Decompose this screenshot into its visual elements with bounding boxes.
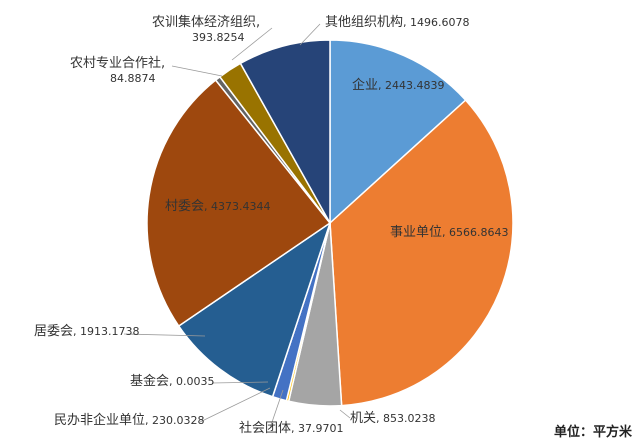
- leader-line-9: [171, 65, 223, 77]
- slice-label-value: , 6566.8643: [442, 226, 508, 239]
- slice-label-name: 事业单位: [390, 225, 442, 240]
- pie-slice-7: [177, 221, 332, 398]
- leader-line-3: [339, 409, 351, 419]
- leader-line-5: [199, 387, 271, 423]
- pie-slice-11: [239, 39, 331, 226]
- slice-label-value: , 853.0238: [376, 412, 435, 425]
- pie-slice-8: [146, 79, 332, 328]
- slice-label-name: 民办非企业单位: [54, 412, 145, 428]
- slice-label-5: 民办非企业单位, 230.0328: [54, 412, 205, 428]
- slice-label-2: 事业单位, 6566.8643: [390, 225, 509, 240]
- pie-slice-1: [329, 39, 467, 225]
- slice-label-name: 基金会: [130, 373, 169, 389]
- slice-label-8: 村委会, 4373.4344: [165, 199, 271, 214]
- slice-label-value: , 2443.4839: [378, 79, 444, 92]
- slice-label-value: 393.8254: [192, 31, 245, 44]
- leader-lines: [123, 23, 351, 429]
- slice-label-value: , 1496.6078: [403, 16, 469, 29]
- leader-line-7: [123, 333, 206, 337]
- pie-slices: [146, 39, 514, 407]
- leader-line-11: [299, 23, 321, 46]
- unit-label: 单位：平方米: [554, 424, 633, 440]
- slice-label-value: , 1913.1738: [73, 325, 139, 338]
- slice-label-value: , 0.0035: [169, 375, 214, 388]
- leader-line-6: [211, 381, 269, 384]
- slice-label-6: 基金会, 0.0035: [130, 373, 215, 389]
- slice-label-name: 企业: [352, 77, 378, 93]
- slice-label-value: 84.8874: [110, 72, 156, 85]
- leader-line-10: [231, 27, 273, 61]
- slice-label-name: 农村专业合作社,: [70, 55, 165, 71]
- slice-label-value: , 230.0328: [145, 414, 204, 427]
- slice-label-name: 社会团体: [239, 420, 291, 436]
- slice-label-11: 其他组织机构, 1496.6078: [325, 15, 470, 30]
- slice-label-1: 企业, 2443.4839: [352, 77, 445, 93]
- slice-labels: 企业, 2443.4839 事业单位, 6566.8643 机关, 853.0238…: [34, 14, 509, 436]
- slice-label-9: 农村专业合作社, 84.8874: [70, 55, 165, 85]
- slice-label-4: 社会团体, 37.9701: [239, 420, 344, 436]
- slice-label-10: 农训集体经济组织, 393.8254: [152, 14, 260, 44]
- slice-label-name: 机关: [350, 411, 376, 426]
- slice-label-name: 农训集体经济组织,: [152, 14, 260, 30]
- pie-slice-2: [329, 99, 514, 407]
- slice-label-7: 居委会, 1913.1738: [34, 324, 140, 339]
- slice-label-name: 村委会: [165, 199, 204, 214]
- slice-label-name: 居委会: [34, 324, 73, 339]
- slice-label-value: , 4373.4344: [204, 200, 270, 213]
- slice-label-value: , 37.9701: [291, 422, 343, 435]
- leader-line-4: [269, 389, 284, 429]
- slice-label-name: 其他组织机构: [325, 15, 403, 30]
- slice-label-3: 机关, 853.0238: [350, 411, 436, 426]
